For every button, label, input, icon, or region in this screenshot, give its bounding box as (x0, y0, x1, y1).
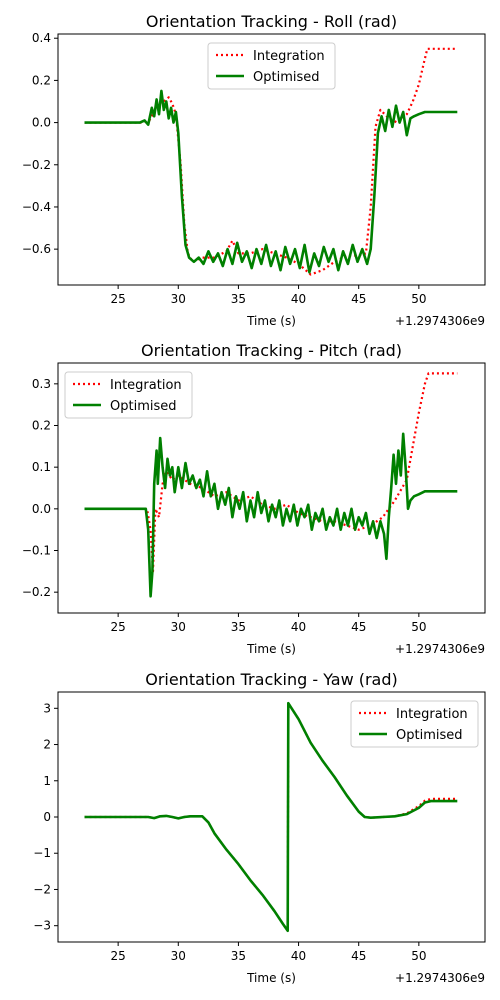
axes-frame (57, 33, 486, 286)
y-tick-label: −2 (33, 882, 51, 896)
x-tick-label: 45 (351, 949, 366, 963)
legend-label: Optimised (396, 728, 463, 743)
x-tick-label: 35 (231, 292, 246, 306)
y-tick-label: 0.0 (32, 116, 51, 130)
y-tick-label: 0 (43, 810, 51, 824)
x-offset-text: +1.2974306e9 (395, 971, 485, 985)
x-axis-label: Time (s) (246, 971, 296, 985)
y-tick-label: 0.2 (32, 419, 51, 433)
x-tick-label: 35 (231, 620, 246, 634)
x-axis-label: Time (s) (246, 314, 296, 328)
x-tick-label: 35 (231, 949, 246, 963)
legend-label: Integration (110, 378, 182, 393)
x-tick-label: 45 (351, 620, 366, 634)
x-tick-label: 40 (291, 292, 306, 306)
legend: Integration Optimised (350, 700, 479, 748)
y-tick-label: 3 (43, 701, 51, 715)
plot-area (84, 47, 458, 276)
y-tick-label: 2 (43, 738, 51, 752)
y-tick-label: −0.4 (22, 200, 51, 214)
plot-area (84, 701, 458, 933)
chart-panel-2: Orientation Tracking - Pitch (rad) 25 30 35… (22, 341, 486, 656)
legend-box (207, 42, 336, 90)
x-axis-label: Time (s) (246, 642, 296, 656)
y-tick-label: −0.2 (22, 585, 51, 599)
legend-label: Integration (396, 707, 468, 722)
y-tick-label: −0.2 (22, 158, 51, 172)
x-tick-label: 50 (411, 292, 426, 306)
x-offset-text: +1.2974306e9 (395, 314, 485, 328)
x-tick-label: 40 (291, 620, 306, 634)
y-tick-label: 0.1 (32, 460, 51, 474)
x-tick-label: 50 (411, 949, 426, 963)
x-tick-label: 40 (291, 949, 306, 963)
y-tick-label: 0.3 (32, 377, 51, 391)
y-tick-label: −0.6 (22, 242, 51, 256)
y-tick-label: 1 (43, 774, 51, 788)
chart-title: Orientation Tracking - Pitch (rad) (141, 341, 402, 360)
x-offset-text: +1.2974306e9 (395, 642, 485, 656)
series-line-integration (84, 372, 458, 573)
x-tick-label: 30 (171, 620, 186, 634)
legend-label: Integration (253, 49, 325, 64)
x-tick-label: 45 (351, 292, 366, 306)
chart-panel-3: Orientation Tracking - Yaw (rad)25 30 35 40… (33, 670, 486, 985)
legend: Integration Optimised (64, 371, 193, 419)
chart-title: Orientation Tracking - Roll (rad) (146, 12, 397, 31)
legend-box (350, 700, 479, 748)
legend: Integration Optimised (207, 42, 336, 90)
y-tick-label: 0.0 (32, 502, 51, 516)
x-tick-label: 25 (111, 292, 126, 306)
x-tick-label: 50 (411, 620, 426, 634)
series-line-optimised (84, 432, 458, 598)
series-line-optimised (84, 89, 458, 274)
legend-label: Optimised (253, 70, 320, 85)
legend-box (64, 371, 193, 419)
y-tick-label: 0.2 (32, 73, 51, 87)
y-tick-label: −1 (33, 846, 51, 860)
series-line-optimised (84, 701, 458, 933)
y-tick-label: 0.4 (32, 31, 51, 45)
x-tick-label: 25 (111, 949, 126, 963)
chart-title: Orientation Tracking - Yaw (rad) (145, 670, 398, 689)
chart-panel-1: Orientation Tracking - Roll (rad) 25 30 35 4… (22, 12, 486, 328)
plot-area (84, 372, 458, 598)
y-tick-label: −3 (33, 919, 51, 933)
x-tick-label: 30 (171, 292, 186, 306)
y-tick-label: −0.1 (22, 544, 51, 558)
x-tick-label: 30 (171, 949, 186, 963)
axes-frame (57, 362, 486, 614)
x-tick-label: 25 (111, 620, 126, 634)
legend-label: Optimised (110, 399, 177, 414)
